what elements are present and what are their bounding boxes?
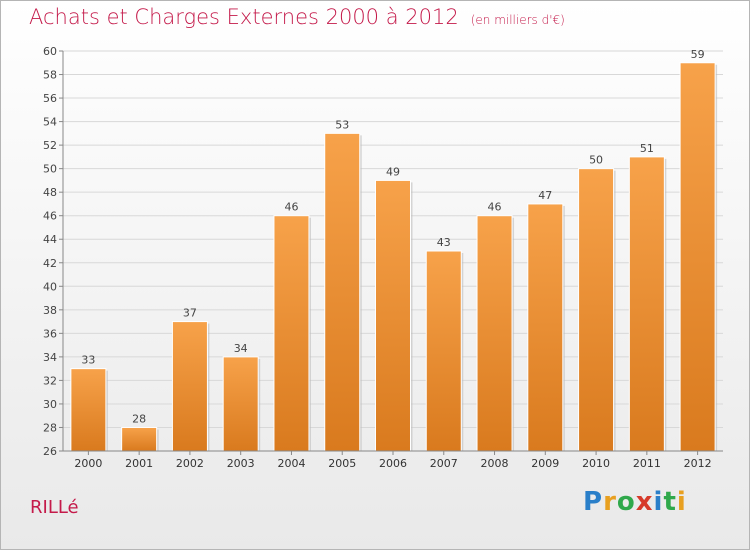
- bar-2000: [70, 368, 107, 452]
- bar-2007: [425, 250, 462, 452]
- proxiti-logo: Proxiti: [583, 487, 687, 517]
- y-tick-label: 56: [43, 92, 57, 105]
- data-label-2007: 43: [437, 236, 451, 249]
- y-tick-label: 38: [43, 304, 57, 317]
- y-tick-label: 60: [43, 45, 57, 58]
- y-tick-label: 26: [43, 445, 57, 458]
- bar-2010: [578, 168, 615, 452]
- data-label-2000: 33: [81, 354, 95, 367]
- y-tick-label: 46: [43, 210, 57, 223]
- bars: [70, 62, 718, 452]
- data-label-2010: 50: [589, 154, 603, 167]
- y-tick-label: 40: [43, 280, 57, 293]
- y-tick-label: 52: [43, 139, 57, 152]
- bar-2001: [121, 426, 158, 452]
- data-label-2011: 51: [640, 142, 654, 155]
- data-label-2001: 28: [132, 412, 146, 425]
- data-label-2005: 53: [335, 118, 349, 131]
- x-tick-label-2007: 2007: [430, 457, 458, 470]
- bar-2004: [273, 215, 310, 452]
- x-tick-label-2002: 2002: [176, 457, 204, 470]
- title-text: Achats et Charges Externes 2000 à 2012: [29, 5, 459, 29]
- axes: 26 28 30 32 34 36 38 40 42 44 46 48 50 52 54 56 58 60 2000…: [43, 45, 723, 470]
- y-tick-label: 30: [43, 398, 57, 411]
- x-tick-label-2010: 2010: [582, 457, 610, 470]
- x-tick-label-2004: 2004: [277, 457, 305, 470]
- y-tick-label: 50: [43, 163, 57, 176]
- bar-2006: [375, 179, 411, 452]
- commune-name: RILLé: [30, 497, 79, 518]
- data-label-2012: 59: [691, 48, 705, 61]
- x-tick-label-2001: 2001: [125, 457, 153, 470]
- x-tick-label-2008: 2008: [481, 457, 509, 470]
- x-tick-label-2005: 2005: [328, 457, 356, 470]
- y-tick-label: 28: [43, 421, 57, 434]
- chart-title: Achats et Charges Externes 2000 à 2012 (e…: [29, 5, 565, 29]
- y-tick-label: 44: [43, 233, 57, 246]
- bar-2008: [476, 215, 513, 452]
- data-label-2002: 37: [183, 307, 197, 320]
- x-tick-label-2000: 2000: [74, 457, 102, 470]
- bar-2005: [324, 132, 361, 452]
- bar-2009: [527, 203, 564, 452]
- x-tick-label-2011: 2011: [633, 457, 661, 470]
- data-label-2008: 46: [488, 201, 502, 214]
- unit-note: (en milliers d'€): [470, 13, 565, 27]
- y-tick-label: 48: [43, 186, 57, 199]
- data-label-2004: 46: [284, 201, 298, 214]
- y-tick-label: 54: [43, 116, 57, 129]
- bar-2002: [171, 321, 208, 452]
- bar-2011: [628, 156, 665, 452]
- data-labels: 33 28 37 34 46 53 49 43 46 47 50 51 59: [81, 48, 704, 426]
- y-tick-label: 34: [43, 351, 57, 364]
- data-label-2003: 34: [234, 342, 248, 355]
- data-label-2009: 47: [538, 189, 552, 202]
- data-label-2006: 49: [386, 165, 400, 178]
- x-tick-label-2003: 2003: [227, 457, 255, 470]
- y-tick-label: 42: [43, 257, 57, 270]
- y-tick-label: 58: [43, 69, 57, 82]
- x-tick-label-2012: 2012: [684, 457, 712, 470]
- x-tick-label-2009: 2009: [531, 457, 559, 470]
- y-tick-label: 32: [43, 374, 57, 387]
- y-tick-label: 36: [43, 327, 57, 340]
- x-tick-label-2006: 2006: [379, 457, 407, 470]
- bar-2012: [679, 62, 716, 452]
- bar-2003: [222, 356, 259, 452]
